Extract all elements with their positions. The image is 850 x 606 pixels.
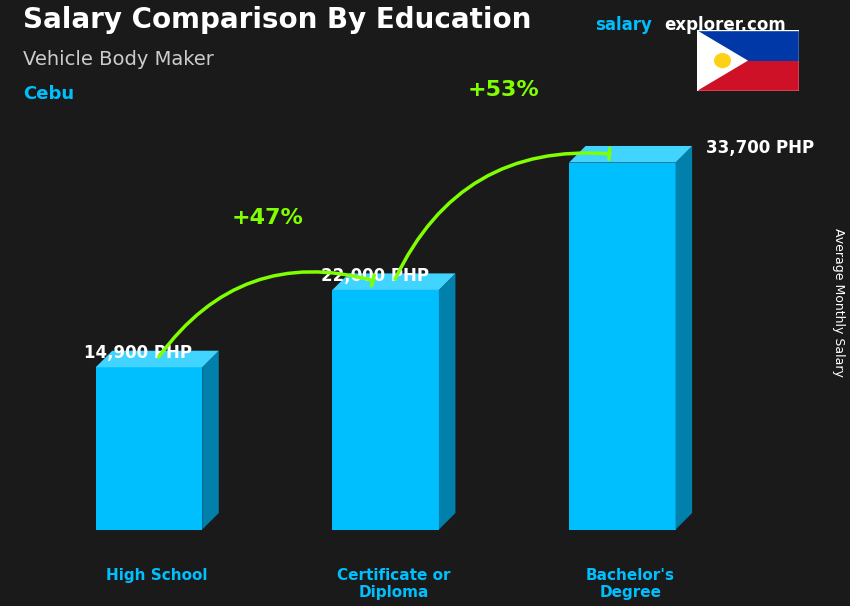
Polygon shape bbox=[439, 273, 456, 530]
Text: Average Monthly Salary: Average Monthly Salary bbox=[831, 228, 845, 377]
Text: Salary Comparison By Education: Salary Comparison By Education bbox=[23, 5, 531, 34]
Polygon shape bbox=[332, 273, 456, 290]
Text: 22,000 PHP: 22,000 PHP bbox=[320, 267, 428, 284]
Polygon shape bbox=[569, 146, 692, 162]
Polygon shape bbox=[96, 351, 218, 367]
Polygon shape bbox=[697, 61, 799, 91]
Polygon shape bbox=[332, 290, 439, 530]
Text: Vehicle Body Maker: Vehicle Body Maker bbox=[23, 50, 214, 68]
Text: +53%: +53% bbox=[468, 81, 540, 101]
Text: +47%: +47% bbox=[231, 208, 303, 228]
Polygon shape bbox=[569, 162, 676, 530]
Text: Certificate or
Diploma: Certificate or Diploma bbox=[337, 568, 450, 600]
Text: High School: High School bbox=[106, 568, 208, 583]
Polygon shape bbox=[697, 30, 748, 91]
Text: Cebu: Cebu bbox=[23, 85, 75, 104]
Polygon shape bbox=[697, 30, 799, 61]
Polygon shape bbox=[676, 146, 692, 530]
Text: 33,700 PHP: 33,700 PHP bbox=[706, 139, 814, 157]
Text: salary: salary bbox=[595, 16, 652, 34]
Polygon shape bbox=[202, 351, 218, 530]
Text: Bachelor's
Degree: Bachelor's Degree bbox=[586, 568, 675, 600]
Circle shape bbox=[714, 53, 731, 68]
Polygon shape bbox=[96, 367, 202, 530]
Text: 14,900 PHP: 14,900 PHP bbox=[84, 344, 192, 362]
Text: explorer.com: explorer.com bbox=[664, 16, 786, 34]
